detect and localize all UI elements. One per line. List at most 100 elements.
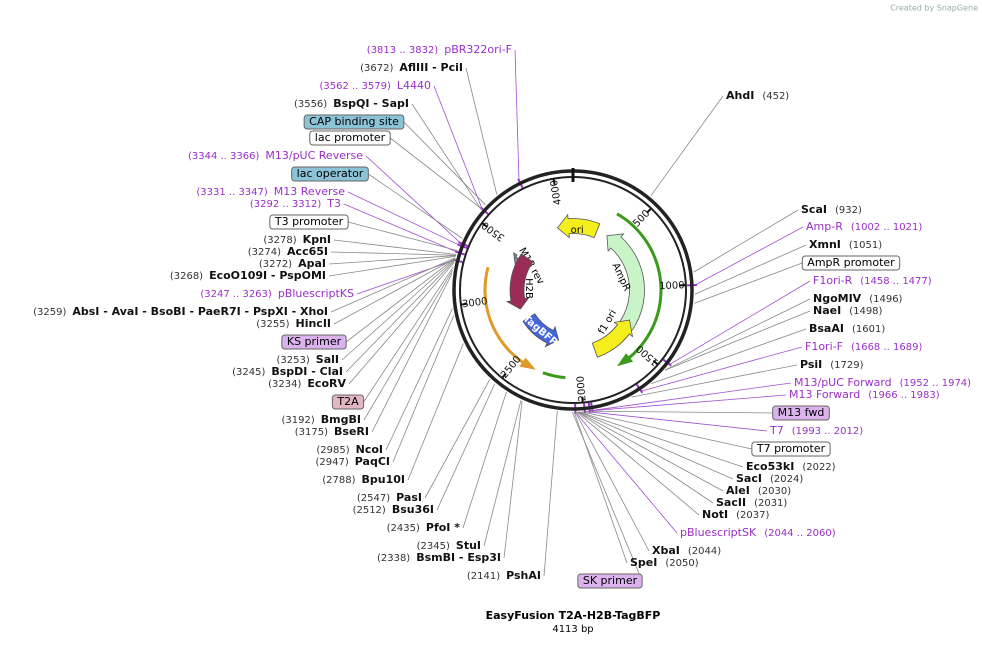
map-title: EasyFusion T2A-H2B-TagBFP (486, 609, 661, 622)
box-bg (309, 130, 391, 146)
leader-line (348, 221, 458, 251)
site-position: (1601) (852, 324, 885, 335)
site-name: Eco53kI (746, 460, 794, 473)
site-name: SacII (716, 496, 746, 509)
site-label: NgoMIV (1496) (813, 292, 903, 305)
tick-label: 4000 (549, 179, 564, 206)
site-position: (2044) (688, 546, 721, 557)
feature-box: T3 promoter (269, 214, 349, 230)
site-position: (1458 .. 1477) (860, 276, 932, 287)
site-name: PshAI (506, 569, 541, 582)
site-name: BsaAI (809, 322, 844, 335)
site-label: (2512) Bsu36I (353, 503, 434, 516)
backbone-inner (459, 176, 687, 404)
site-label: NotI (2037) (702, 508, 769, 521)
feature-box: T2A (331, 394, 365, 410)
site-position: (2050) (665, 558, 698, 569)
site-position: (1966 .. 1983) (868, 390, 940, 401)
box-bg (577, 573, 643, 589)
site-name: PasI (396, 491, 422, 504)
leader-line (345, 260, 455, 373)
site-label: (2547) PasI (357, 491, 422, 504)
leader-line (371, 273, 453, 433)
site-label: (3245) BspDI - ClaI (232, 365, 343, 378)
site-name: AflIII - PciI (399, 61, 463, 74)
site-label: AleI (2030) (726, 484, 791, 497)
site-name: F1ori-F (805, 340, 843, 353)
leader-line (433, 85, 483, 209)
box-label: SK primer (583, 574, 638, 587)
box-bg (291, 166, 369, 182)
box-label: CAP binding site (309, 115, 399, 128)
leader-line (694, 226, 804, 286)
tick-label: 2000 (575, 375, 588, 401)
feature-label: ori (571, 225, 584, 236)
box-label: T3 promoter (274, 215, 344, 228)
leader-line (651, 328, 807, 385)
feature-box: lac operator (291, 166, 369, 182)
site-name: NgoMIV (813, 292, 862, 305)
site-position: (1729) (830, 360, 863, 371)
site-name: T3 (326, 197, 341, 210)
site-name: PaqCI (355, 455, 390, 468)
site-name: NotI (702, 508, 728, 521)
leader-line (407, 343, 464, 481)
site-label: (3272) ApaI (259, 257, 326, 270)
leader-line (436, 383, 496, 511)
box-label: T2A (336, 395, 359, 408)
site-label: (3255) HincII (256, 317, 331, 330)
site-position: (3268) (170, 271, 203, 282)
map-length: 4113 bp (552, 624, 593, 635)
feature-arrow (591, 319, 634, 358)
site-position: (3272) (259, 259, 292, 270)
box-bg (751, 441, 831, 457)
site-label: Eco53kI (2022) (746, 460, 836, 473)
tick-mark (501, 372, 507, 379)
site-position: (1952 .. 1974) (900, 378, 972, 389)
leader-line (694, 262, 803, 304)
tick-mark (552, 178, 556, 185)
site-label: (2141) PshAI (467, 569, 541, 582)
site-position: (2141) (467, 571, 500, 582)
feature-label: H2B (523, 278, 534, 299)
site-name: Acc65I (287, 245, 328, 258)
site-label: (2435) PfoI * (387, 521, 461, 534)
site-label: (3331 .. 3347) M13 Reverse (196, 185, 345, 198)
feature-box: T7 promoter (751, 441, 831, 457)
leader-line (424, 379, 491, 499)
site-label: pBluescriptSK (2044 .. 2060) (680, 526, 836, 539)
leader-line (581, 411, 752, 450)
site-label: Amp-R (1002 .. 1021) (806, 220, 922, 233)
site-name: L4440 (397, 79, 431, 92)
site-position: (3175) (295, 427, 328, 438)
feature-arrow (522, 313, 560, 348)
site-name: BspQI - SapI (333, 97, 409, 110)
site-label: SacI (2024) (736, 472, 803, 485)
site-label: (3556) BspQI - SapI (294, 97, 409, 110)
leader-line (356, 259, 455, 295)
site-label: XmnI (1051) (809, 238, 882, 251)
primer-arc (541, 367, 566, 380)
site-name: Bsu36I (392, 503, 434, 516)
site-label: SacII (2031) (716, 496, 787, 509)
leader-line (345, 257, 456, 343)
site-name: pBR322ori-F (444, 43, 512, 56)
site-label: M13/pUC Forward (1952 .. 1974) (794, 376, 971, 389)
site-position: (452) (762, 91, 789, 102)
box-bg (772, 405, 830, 421)
tick-label: 2500 (499, 354, 524, 381)
box-label: lac operator (297, 167, 364, 180)
site-label: (3672) AflIII - PciI (360, 61, 463, 74)
site-label: NaeI (1498) (813, 304, 883, 317)
site-position: (1002 .. 1021) (851, 222, 923, 233)
site-name: ScaI (801, 203, 827, 216)
site-position: (1993 .. 2012) (792, 426, 864, 437)
tick-label: 1000 (659, 280, 685, 292)
site-label: (3192) BmgBI (282, 413, 361, 426)
site-name: PsiI (800, 358, 822, 371)
leader-line (587, 410, 773, 414)
site-label: F1ori-F (1668 .. 1689) (805, 340, 922, 353)
site-label: (3253) SalI (277, 353, 339, 366)
feature-box: KS primer (281, 334, 347, 350)
site-position: (3255) (256, 319, 289, 330)
